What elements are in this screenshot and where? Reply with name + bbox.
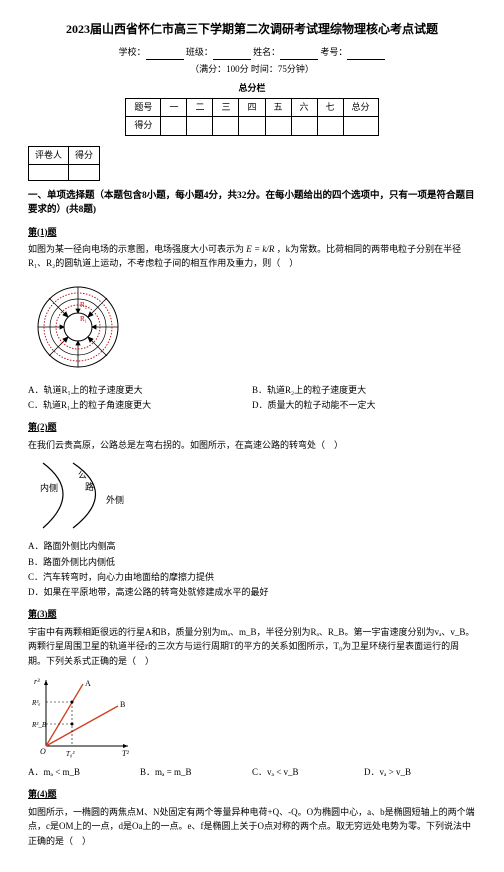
score-c8 <box>343 117 378 136</box>
q1-options: A．轨道R₁上的粒子速度更大 B．轨道R₂上的粒子速度更大 C．轨道R₁上的粒子… <box>28 383 476 414</box>
score-h7: 七 <box>317 98 343 117</box>
score-c3 <box>213 117 239 136</box>
class-label: 班级： <box>186 47 213 57</box>
meta-fields: 学校： 班级： 姓名： 考号： <box>28 46 476 60</box>
q2-opt-a: A．路面外侧比内侧高 <box>28 539 476 554</box>
q2-opt-c: C．汽车转弯时，向心力由地面给的摩擦力提供 <box>28 570 476 585</box>
q3-xlabel: T² <box>122 749 129 758</box>
q2-outer-label: 外侧 <box>106 494 124 505</box>
score-c5 <box>265 117 291 136</box>
score-h0: 题号 <box>126 98 161 117</box>
q2-opt-b: B．路面外侧比内侧低 <box>28 555 476 570</box>
score-h6: 六 <box>291 98 317 117</box>
score-c7 <box>317 117 343 136</box>
examno-label: 考号： <box>320 47 347 57</box>
q1-opt-d: D．质量大的粒子动能不一定大 <box>252 398 476 413</box>
reviewer-c1 <box>29 165 69 181</box>
examno-blank <box>347 50 385 60</box>
q3-opt-a: A．mₐ < m_B <box>28 765 140 780</box>
name-label: 姓名： <box>253 47 280 57</box>
q3-b-label: B <box>120 700 125 709</box>
reviewer-c2 <box>69 165 100 181</box>
score-c1 <box>161 117 187 136</box>
reviewer-h2: 得分 <box>69 146 100 165</box>
q2-label: 第(2)题 <box>28 421 476 435</box>
q3-opt-d: D．vₐ > v_B <box>364 765 476 780</box>
q4-body: 如图所示，一椭圆的两焦点M、N处固定有两个等量异种电荷+Q、-Q。O为椭圆中心，… <box>28 805 476 848</box>
q1-diagram: R₁ R₂ <box>28 277 476 377</box>
reviewer-table: 评卷人 得分 <box>28 146 100 182</box>
q4-label: 第(4)题 <box>28 788 476 802</box>
score-h3: 三 <box>213 98 239 117</box>
q1-label: 第(1)题 <box>28 226 476 240</box>
q2-opt-d: D．如果在平原地带，高速公路的转弯处就修建成水平的最好 <box>28 585 476 600</box>
q2-diagram: 内侧 外侧 公 路 <box>28 458 476 533</box>
duration-line: （满分：100分 时间：75分钟） <box>28 63 476 77</box>
q1-opt-b: B．轨道R₂上的粒子速度更大 <box>252 383 476 398</box>
q3-rb: R³_B <box>31 721 47 729</box>
q3-a-label: A <box>85 679 91 688</box>
school-blank <box>146 50 184 60</box>
q1-opt-c: C．轨道R₁上的粒子角速度更大 <box>28 398 252 413</box>
score-h1: 一 <box>161 98 187 117</box>
school-label: 学校： <box>119 47 146 57</box>
q3-opt-c: C．vₐ < v_B <box>252 765 364 780</box>
q3-opt-b: B．mₐ = m_B <box>140 765 252 780</box>
q3-label: 第(3)题 <box>28 608 476 622</box>
q1-r2-label: R₂ <box>80 301 88 309</box>
q2-inner-label: 内侧 <box>40 482 58 493</box>
q2-body: 在我们云贵高原，公路总是左弯右拐的。如图所示，在高速公路的转弯处（ ） <box>28 438 476 452</box>
section1-title: 一、单项选择题（本题包含8小题，每小题4分，共32分。在每小题给出的四个选项中，… <box>28 189 476 218</box>
q1-opt-a: A．轨道R₁上的粒子速度更大 <box>28 383 252 398</box>
name-blank <box>280 50 318 60</box>
page-title: 2023届山西省怀仁市高三下学期第二次调研考试理综物理核心考点试题 <box>28 20 476 38</box>
q2-road-label1: 公 <box>78 470 87 480</box>
score-c4 <box>239 117 265 136</box>
q3-diagram: O T² r³ A B R³ₐ R³_B T₀² <box>28 674 476 759</box>
q2-road-label2: 路 <box>85 481 94 492</box>
q2-options: A．路面外侧比内侧高 B．路面外侧比内侧低 C．汽车转弯时，向心力由地面给的摩擦… <box>28 539 476 600</box>
score-h4: 四 <box>239 98 265 117</box>
q3-ra: R³ₐ <box>31 699 40 707</box>
q3-ylabel: r³ <box>34 677 40 686</box>
score-table-label: 总分栏 <box>28 82 476 96</box>
reviewer-h1: 评卷人 <box>29 146 69 165</box>
class-blank <box>213 50 251 60</box>
q1-body-a: 如图为某一径向电场的示意图，电场强度大小可表示为 <box>28 244 246 254</box>
score-row-label: 得分 <box>126 117 161 136</box>
q1-r1-label: R₁ <box>80 315 87 323</box>
score-h2: 二 <box>187 98 213 117</box>
q1-body: 如图为某一径向电场的示意图，电场强度大小可表示为 E = k/R ，k为常数。比… <box>28 242 476 271</box>
score-table: 题号 一 二 三 四 五 六 七 总分 得分 <box>125 98 378 136</box>
q3-options: A．mₐ < m_B B．mₐ = m_B C．vₐ < v_B D．vₐ > … <box>28 765 476 780</box>
svg-text:O: O <box>40 747 46 756</box>
q3-body: 宇宙中有两颗相距很远的行星A和B，质量分别为mₐ、m_B，半径分别为Rₐ、R_B… <box>28 625 476 668</box>
q3-t0: T₀² <box>66 750 75 758</box>
score-h5: 五 <box>265 98 291 117</box>
score-h8: 总分 <box>343 98 378 117</box>
score-c6 <box>291 117 317 136</box>
score-c2 <box>187 117 213 136</box>
q1-formula: E = k/R <box>246 244 274 254</box>
